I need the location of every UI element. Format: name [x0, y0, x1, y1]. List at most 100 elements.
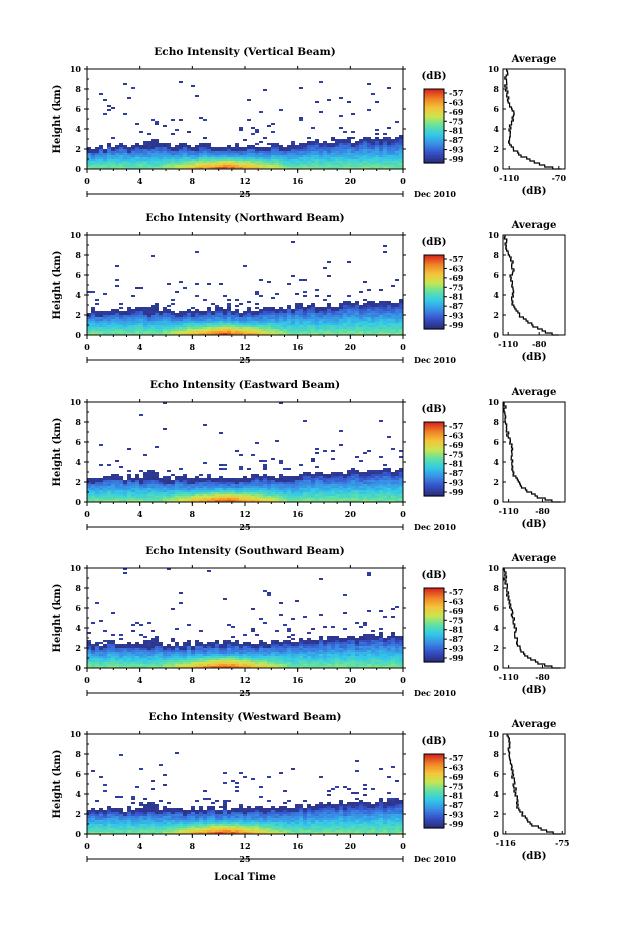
heatmap-cell	[99, 492, 103, 494]
heatmap-cell	[259, 151, 263, 153]
heatmap-cell	[395, 307, 399, 309]
heatmap-cell	[171, 299, 175, 301]
colorbar-swatch	[424, 468, 444, 471]
colorbar-swatch	[424, 131, 444, 134]
heatmap-cell	[399, 317, 403, 319]
heatmap-cell	[267, 658, 271, 660]
heatmap-cell	[391, 157, 395, 159]
heatmap-cell	[107, 646, 111, 648]
heatmap-cell	[139, 660, 143, 662]
heatmap-cell	[363, 624, 367, 626]
heatmap-cell	[155, 482, 159, 484]
heatmap-cell	[131, 650, 135, 652]
heatmap-cell	[327, 331, 331, 333]
heatmap-cell	[295, 666, 299, 668]
heatmap-cell	[323, 494, 327, 496]
heatmap-cell	[387, 329, 391, 331]
heatmap-cell	[91, 167, 95, 169]
heatmap-cell	[351, 147, 355, 149]
heatmap-cell	[363, 486, 367, 488]
heatmap-cell	[167, 662, 171, 664]
heatmap-cell	[235, 305, 239, 307]
heatmap-cell	[183, 325, 187, 327]
heatmap-cell	[399, 321, 403, 323]
heatmap-cell	[299, 660, 303, 662]
heatmap-cell	[95, 327, 99, 329]
heatmap-cell	[123, 165, 127, 167]
heatmap-cell	[127, 307, 131, 309]
heatmap-cell	[331, 648, 335, 650]
heatmap-cell	[207, 570, 211, 572]
heatmap-cell	[119, 494, 123, 496]
heatmap-cell	[187, 331, 191, 333]
colorbar-swatch	[424, 256, 444, 260]
heatmap-cell	[379, 472, 383, 474]
heatmap-cell	[387, 436, 391, 438]
heatmap-cell	[347, 319, 351, 321]
heatmap-cell	[295, 656, 299, 658]
heatmap-cell	[151, 331, 155, 333]
heatmap-cell	[207, 311, 211, 313]
heatmap-cell	[303, 329, 307, 331]
heatmap-cell	[219, 283, 223, 285]
heatmap-cell	[255, 488, 259, 490]
heatmap-cell	[103, 656, 107, 658]
heatmap-cell	[271, 163, 275, 165]
heatmap-cell	[115, 167, 119, 169]
heatmap-cell	[87, 666, 91, 668]
heatmap-cell	[255, 321, 259, 323]
heatmap-cell	[127, 325, 131, 327]
heatmap-cell	[107, 159, 111, 161]
heatmap-cell	[275, 163, 279, 165]
heatmap-cell	[207, 145, 211, 147]
heatmap-cell	[307, 311, 311, 313]
heatmap-cell	[227, 325, 231, 327]
heatmap-cell	[339, 664, 343, 666]
heatmap-cell	[139, 624, 143, 626]
heatmap-cell	[367, 498, 371, 500]
heatmap-cell	[263, 327, 267, 329]
heatmap-cell	[175, 319, 179, 321]
heatmap-cell	[279, 145, 283, 147]
heatmap-cell	[371, 333, 375, 335]
heatmap-cell	[315, 646, 319, 648]
heatmap-cell	[115, 660, 119, 662]
heatmap-cell	[395, 159, 399, 161]
heatmap-cell	[135, 666, 139, 668]
heatmap-cell	[223, 321, 227, 323]
heatmap-cell	[335, 496, 339, 498]
heatmap-cell	[291, 143, 295, 145]
heatmap-cell	[267, 125, 271, 127]
heatmap-cell	[303, 157, 307, 159]
heatmap-cell	[271, 333, 275, 335]
heatmap-cell	[351, 470, 355, 472]
heatmap-cell	[227, 640, 231, 642]
heatmap-cell	[175, 658, 179, 660]
heatmap-cell	[259, 642, 263, 644]
heatmap-cell	[387, 325, 391, 327]
heatmap-cell	[155, 161, 159, 163]
heatmap-cell	[179, 490, 183, 492]
profile-border	[502, 401, 566, 503]
heatmap-cell	[191, 313, 195, 315]
heatmap-cell	[155, 139, 159, 141]
heatmap-cell	[87, 658, 91, 660]
heatmap-cell	[103, 311, 107, 313]
heatmap-cell	[211, 157, 215, 159]
heatmap-cell	[95, 662, 99, 664]
heatmap-cell	[287, 307, 291, 309]
profile-y-tick-label: 2	[493, 477, 499, 487]
heatmap-cell	[327, 478, 331, 480]
heatmap-cell	[311, 305, 315, 307]
heatmap-cell	[111, 658, 115, 660]
heatmap-cell	[167, 492, 171, 494]
heatmap-cell	[299, 488, 303, 490]
heatmap-cell	[139, 149, 143, 151]
heatmap-cell	[327, 498, 331, 500]
heatmap-cell	[295, 165, 299, 167]
heatmap-cell	[171, 658, 175, 660]
heatmap-cell	[203, 496, 207, 498]
heatmap-cell	[247, 301, 251, 303]
heatmap-cell	[335, 492, 339, 494]
heatmap-cell	[395, 165, 399, 167]
